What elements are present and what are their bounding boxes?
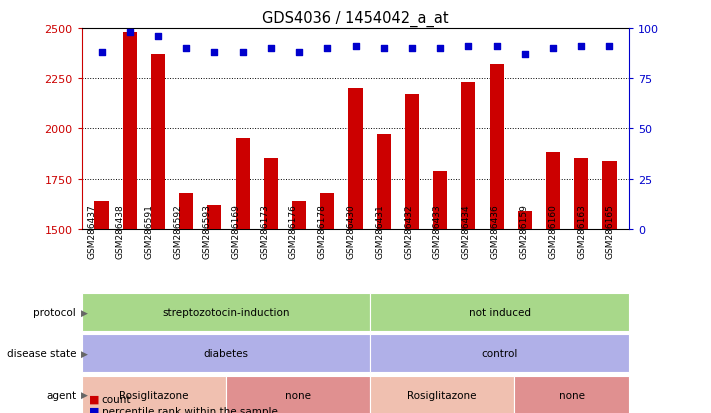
Text: GSM286593: GSM286593	[203, 204, 211, 259]
Text: GSM286438: GSM286438	[116, 204, 125, 259]
Text: Rosiglitazone: Rosiglitazone	[407, 390, 476, 400]
Point	[463, 44, 474, 50]
Text: ■: ■	[89, 394, 100, 404]
Point	[547, 45, 559, 52]
Text: GSM286434: GSM286434	[461, 204, 471, 259]
Bar	[264, 159, 278, 229]
Bar	[320, 193, 334, 229]
Bar	[348, 89, 363, 229]
Text: not induced: not induced	[469, 307, 530, 317]
Point	[321, 45, 333, 52]
Point	[378, 45, 390, 52]
Bar	[377, 135, 391, 229]
Bar	[292, 201, 306, 229]
Point	[576, 44, 587, 50]
Text: none: none	[559, 390, 584, 400]
Text: GSM286176: GSM286176	[289, 204, 298, 259]
Point	[209, 50, 220, 56]
Text: GSM286178: GSM286178	[318, 204, 326, 259]
Text: GSM286169: GSM286169	[231, 204, 240, 259]
Text: GSM286592: GSM286592	[173, 204, 183, 259]
Text: count: count	[102, 394, 131, 404]
Point	[265, 45, 277, 52]
Bar	[602, 161, 616, 229]
Text: GSM286591: GSM286591	[145, 204, 154, 259]
Text: GSM286163: GSM286163	[577, 204, 586, 259]
Bar	[518, 211, 532, 229]
Bar	[461, 83, 476, 229]
Bar	[546, 153, 560, 229]
Point	[519, 52, 530, 58]
Text: diabetes: diabetes	[203, 349, 248, 358]
Text: GSM286430: GSM286430	[346, 204, 356, 259]
Bar	[574, 159, 588, 229]
Point	[350, 44, 361, 50]
Point	[434, 45, 446, 52]
Text: GSM286436: GSM286436	[491, 204, 500, 259]
Text: GSM286160: GSM286160	[548, 204, 557, 259]
Point	[604, 44, 615, 50]
Bar	[433, 171, 447, 229]
Text: ▶: ▶	[81, 390, 88, 399]
Bar	[95, 201, 109, 229]
Bar	[179, 193, 193, 229]
Text: protocol: protocol	[33, 307, 76, 317]
Text: ▶: ▶	[81, 349, 88, 358]
Bar	[151, 55, 165, 229]
Point	[152, 33, 164, 40]
Text: GSM286173: GSM286173	[260, 204, 269, 259]
Text: Rosiglitazone: Rosiglitazone	[119, 390, 188, 400]
Text: ▶: ▶	[81, 308, 88, 317]
Text: streptozotocin-induction: streptozotocin-induction	[162, 307, 289, 317]
Point	[96, 50, 107, 56]
Bar	[235, 139, 250, 229]
Text: GSM286432: GSM286432	[404, 204, 413, 259]
Text: percentile rank within the sample: percentile rank within the sample	[102, 406, 277, 413]
Point	[406, 45, 417, 52]
Text: GSM286431: GSM286431	[375, 204, 385, 259]
Text: GSM286437: GSM286437	[87, 204, 96, 259]
Text: disease state: disease state	[6, 349, 76, 358]
Bar	[490, 65, 503, 229]
Text: GSM286159: GSM286159	[519, 204, 528, 259]
Text: GSM286433: GSM286433	[433, 204, 442, 259]
Text: agent: agent	[46, 390, 76, 400]
Bar	[208, 205, 221, 229]
Text: GSM286165: GSM286165	[606, 204, 615, 259]
Point	[294, 50, 305, 56]
Point	[237, 50, 248, 56]
Point	[124, 30, 135, 36]
Point	[181, 45, 192, 52]
Point	[491, 44, 502, 50]
Bar	[405, 95, 419, 229]
Text: GDS4036 / 1454042_a_at: GDS4036 / 1454042_a_at	[262, 10, 449, 26]
Text: ■: ■	[89, 406, 100, 413]
Bar	[123, 33, 137, 229]
Text: control: control	[481, 349, 518, 358]
Text: none: none	[285, 390, 311, 400]
